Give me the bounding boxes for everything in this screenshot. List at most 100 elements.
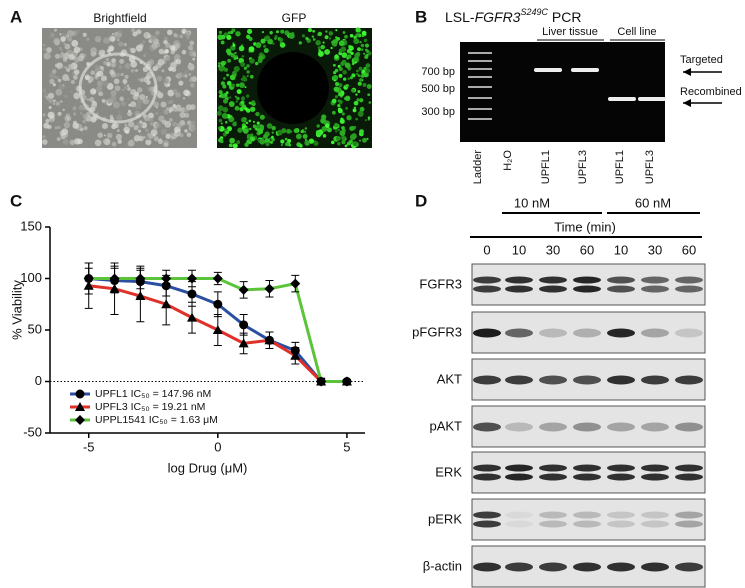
cell (333, 71, 337, 75)
texture (41, 88, 47, 93)
texture (184, 70, 189, 75)
cell (221, 112, 228, 119)
size-marker: 700 bp (421, 66, 455, 78)
band (539, 473, 567, 481)
cell (241, 55, 245, 58)
cell (233, 56, 237, 60)
band (505, 328, 533, 338)
band (675, 285, 703, 293)
cell (298, 41, 302, 45)
band (539, 422, 567, 432)
band (505, 276, 533, 284)
texture (156, 106, 159, 109)
band (607, 328, 635, 338)
texture (155, 111, 159, 115)
band (675, 375, 703, 385)
texture (70, 80, 75, 85)
cell (340, 61, 345, 66)
ladder-band (468, 108, 492, 110)
y-tick-label: 150 (20, 218, 42, 233)
texture (131, 28, 136, 33)
texture (62, 138, 69, 145)
texture (167, 83, 171, 87)
cell (222, 84, 227, 89)
band (573, 276, 601, 284)
band (505, 422, 533, 432)
cell (240, 62, 246, 67)
texture (189, 40, 195, 46)
band (607, 422, 635, 432)
texture (74, 138, 81, 145)
cell (249, 74, 254, 79)
texture (55, 76, 60, 80)
texture (153, 101, 160, 108)
cell (337, 107, 342, 112)
cell (333, 42, 338, 47)
band (641, 562, 669, 572)
band (505, 285, 533, 293)
texture (117, 139, 122, 144)
texture (90, 47, 97, 54)
cell (368, 101, 372, 104)
texture (130, 68, 135, 73)
cell (220, 60, 226, 66)
texture (57, 78, 62, 83)
cell (320, 44, 325, 50)
band (641, 464, 669, 472)
band (641, 285, 669, 293)
texture (169, 44, 176, 51)
cell (364, 43, 370, 48)
texture (111, 141, 117, 147)
cell (352, 141, 358, 147)
x-tick-label: 5 (343, 439, 350, 454)
cell (330, 46, 333, 50)
cell (258, 55, 264, 61)
cell (228, 101, 235, 107)
cell (229, 30, 234, 35)
band (473, 511, 501, 519)
band (675, 276, 703, 284)
cell (285, 142, 289, 147)
marker (187, 273, 198, 284)
cell (304, 127, 307, 130)
texture (106, 83, 114, 90)
cell (225, 48, 232, 54)
cell (367, 93, 371, 97)
cell (236, 57, 239, 60)
texture (184, 129, 188, 133)
texture (123, 82, 126, 85)
cell (248, 101, 252, 105)
texture (78, 104, 85, 111)
texture (190, 120, 196, 126)
texture (98, 49, 106, 57)
texture (137, 87, 143, 93)
texture (143, 31, 151, 39)
texture (138, 30, 142, 34)
cell (246, 70, 250, 74)
cell (330, 140, 335, 145)
cell (335, 29, 338, 32)
cell (366, 137, 369, 141)
texture (46, 47, 52, 53)
cell (238, 45, 245, 52)
texture (137, 129, 141, 133)
panel-label: D (415, 191, 427, 210)
texture (165, 56, 171, 62)
cell (348, 45, 354, 51)
cell (271, 135, 274, 139)
cell (363, 52, 366, 55)
band (675, 562, 703, 572)
cell (342, 31, 346, 34)
texture (56, 137, 61, 141)
texture (73, 92, 81, 100)
texture (139, 120, 143, 124)
texture (171, 67, 177, 72)
time-point: 0 (483, 242, 490, 257)
texture (123, 126, 131, 134)
cell (229, 137, 235, 144)
time-point: 30 (546, 242, 560, 257)
band (675, 328, 703, 338)
cell (228, 143, 233, 148)
texture (148, 86, 154, 92)
cell (251, 103, 254, 106)
